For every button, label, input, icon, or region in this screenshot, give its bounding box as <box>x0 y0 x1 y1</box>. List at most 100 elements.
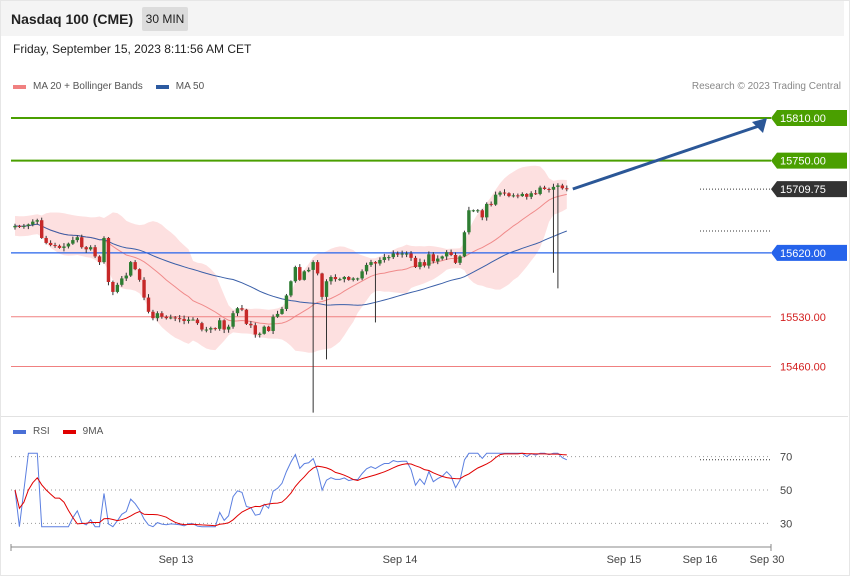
candle-body <box>511 195 516 197</box>
candle-body <box>44 237 48 243</box>
forecast-arrow-head <box>752 118 767 134</box>
candle-body <box>418 262 422 268</box>
candle-body <box>155 313 160 319</box>
candle-body <box>436 258 440 262</box>
x-tick-label: Sep 16 <box>683 554 718 566</box>
candle-body <box>142 279 146 298</box>
candle-body <box>129 262 133 276</box>
candle-body <box>280 308 284 314</box>
instrument-title: Nasdaq 100 (CME) <box>11 11 134 27</box>
candle-body <box>387 257 391 259</box>
candle-body <box>173 317 177 319</box>
candle-body <box>542 187 547 189</box>
candle-body <box>102 237 106 263</box>
candle-body <box>93 247 97 257</box>
rsi-tick-label: 30 <box>780 518 792 530</box>
candle-body <box>133 262 137 270</box>
candle-body <box>186 319 191 322</box>
candle-body <box>253 325 257 335</box>
timestamp: Friday, September 15, 2023 8:11:56 AM CE… <box>13 42 252 56</box>
candle-body <box>485 203 489 218</box>
price-levels: 15810.00 15750.00 15709.75 15620.00 15530.00… <box>11 110 847 373</box>
candle-body <box>26 224 31 226</box>
candle-body <box>53 245 57 247</box>
price-tag-label: 15460.00 <box>780 361 826 373</box>
credit-text: Research © 2023 Trading Central <box>691 81 841 92</box>
candle-body <box>565 188 569 190</box>
candle-body <box>351 278 355 280</box>
rsi-legend: RSI 9MA <box>13 426 116 437</box>
candle-body <box>151 311 155 319</box>
candle-body <box>320 273 324 297</box>
candle-body <box>62 246 66 248</box>
candle-body <box>124 275 128 279</box>
ma20-legend-label: MA 20 + Bollinger Bands <box>33 81 143 92</box>
candle-body <box>480 210 484 218</box>
candle-body <box>391 253 395 258</box>
candle-body <box>271 316 275 331</box>
candle-body <box>31 221 35 225</box>
rsi-legend-swatch <box>13 429 26 434</box>
candle-body <box>360 271 364 279</box>
candle-body <box>213 328 217 330</box>
candle-body <box>293 267 298 282</box>
candle-body <box>13 225 17 228</box>
candle-body <box>409 253 413 258</box>
candle-body <box>146 297 151 312</box>
timeframe-button[interactable]: 30 MIN <box>142 7 188 31</box>
ma20-legend-swatch <box>13 84 26 89</box>
candle-body <box>449 252 453 255</box>
candle-body <box>284 295 289 309</box>
candle-body <box>315 262 320 274</box>
main-legend: MA 20 + Bollinger Bands MA 50 <box>13 81 217 92</box>
candle-body <box>191 319 195 321</box>
rsi-line <box>14 452 568 528</box>
price-tag-label: 15620.00 <box>780 248 826 260</box>
candle-body <box>338 279 342 281</box>
x-tick-label: Sep 30 <box>750 554 785 566</box>
price-tag-label: 15750.00 <box>780 156 826 168</box>
candle-body <box>209 328 213 330</box>
candle-body <box>458 256 462 263</box>
candle-body <box>431 254 435 262</box>
rsi-ma-line <box>14 452 567 527</box>
candle-body <box>120 278 124 285</box>
candle-body <box>440 256 444 259</box>
rsi-ma-legend-swatch <box>62 429 76 434</box>
panel-divider <box>1 416 848 417</box>
candle-body <box>311 262 315 270</box>
candle-body <box>235 308 240 314</box>
candle-body <box>476 210 480 212</box>
candle-body <box>115 284 120 292</box>
candle-body <box>453 255 458 263</box>
candles <box>13 183 569 413</box>
candle-body <box>218 320 222 329</box>
candle-body <box>71 240 75 244</box>
candle-body <box>378 259 382 264</box>
rsi-ma-legend-label: 9MA <box>82 426 104 437</box>
candle-body <box>200 323 204 330</box>
rsi-legend-label: RSI <box>33 426 50 437</box>
price-tag-label: 15530.00 <box>780 312 826 324</box>
candle-body <box>240 308 244 310</box>
candle-body <box>498 192 502 195</box>
candle-body <box>35 220 39 222</box>
candle-body <box>493 194 498 205</box>
candle-body <box>355 278 360 280</box>
x-tick-label: Sep 15 <box>607 554 642 566</box>
candle-body <box>329 277 333 282</box>
candle-body <box>324 281 329 297</box>
candle-body <box>244 309 249 324</box>
candle-body <box>222 320 226 330</box>
candle-body <box>40 220 44 238</box>
rsi-tick-label: 70 <box>780 452 792 464</box>
price-tag-green <box>771 152 847 169</box>
candle-body <box>529 193 533 197</box>
candle-body <box>226 326 231 330</box>
candle-body <box>413 257 418 268</box>
candle-body <box>547 188 551 190</box>
candle-body <box>444 252 449 257</box>
candle-body <box>471 210 476 212</box>
candle-body <box>520 193 524 197</box>
candle-body <box>289 281 293 296</box>
